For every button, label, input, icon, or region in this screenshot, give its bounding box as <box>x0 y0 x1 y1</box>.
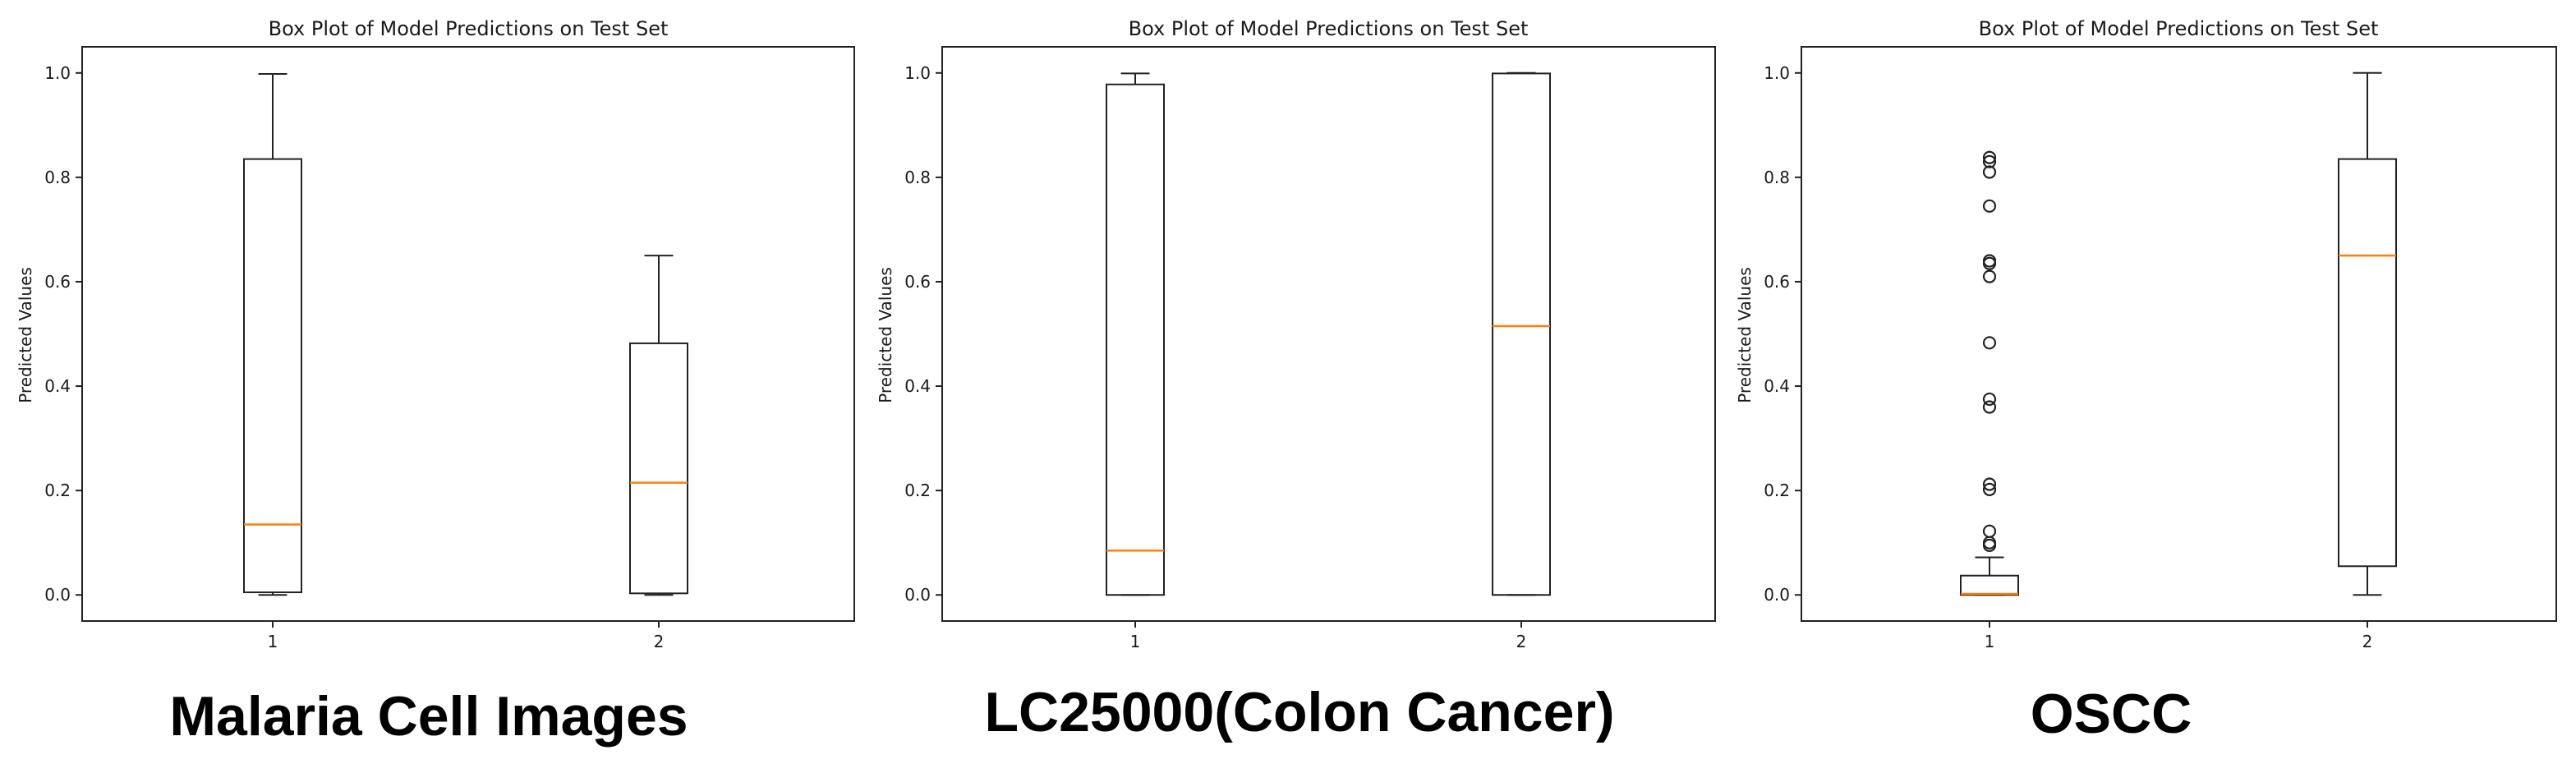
panel-malaria: Box Plot of Model Predictions on Test Se… <box>16 17 855 748</box>
panel-oscc: Box Plot of Model Predictions on Test Se… <box>1735 17 2557 745</box>
outlier-point <box>1982 199 1997 213</box>
y-tick-label: 1.0 <box>44 63 71 83</box>
outlier-point <box>1982 538 1997 552</box>
y-axis-label: Predicted Values <box>16 267 35 403</box>
y-tick-label: 0.6 <box>1764 272 1790 292</box>
y-tick-label: 0.2 <box>904 481 931 500</box>
y-tick-label: 0.6 <box>904 272 931 292</box>
outlier-point <box>1982 336 1997 350</box>
box-body <box>1492 72 1551 596</box>
panel-title: Box Plot of Model Predictions on Test Se… <box>269 17 669 40</box>
x-tick-label: 2 <box>2362 632 2373 651</box>
y-tick-label: 0.2 <box>44 481 71 500</box>
outlier-point <box>1982 154 1997 168</box>
y-tick-label: 0.4 <box>904 376 931 396</box>
plot-frame <box>81 46 855 622</box>
y-tick-label: 0.8 <box>44 168 71 187</box>
x-tick-label: 2 <box>1516 632 1527 651</box>
y-tick-label: 1.0 <box>904 63 931 83</box>
box-1 <box>1106 72 1165 596</box>
outlier-point <box>1982 165 1997 179</box>
panel-title: Box Plot of Model Predictions on Test Se… <box>1979 17 2379 40</box>
plot-frame <box>941 46 1716 622</box>
y-tick-label: 0.0 <box>1764 585 1790 605</box>
box-2 <box>629 255 688 596</box>
panel-caption: OSCC <box>2031 683 2192 745</box>
box-body <box>1106 83 1165 596</box>
y-tick-label: 0.4 <box>1764 376 1790 396</box>
y-axis-label: Predicted Values <box>1735 267 1755 403</box>
box-body <box>629 342 688 595</box>
panel-caption: LC25000(Colon Cancer) <box>984 681 1614 743</box>
y-tick-label: 0.0 <box>44 585 71 605</box>
outlier-point <box>1982 256 1997 270</box>
y-tick-label: 0.6 <box>44 272 71 292</box>
x-tick-label: 2 <box>654 632 665 651</box>
panel-caption: Malaria Cell Images <box>169 685 688 748</box>
y-tick-label: 1.0 <box>1764 63 1790 83</box>
box-1 <box>243 73 302 596</box>
outlier-point <box>1982 482 1997 496</box>
y-tick-label: 0.0 <box>904 585 931 605</box>
y-tick-label: 0.8 <box>1764 168 1790 187</box>
box-1 <box>1960 150 2019 596</box>
plot-frame <box>1801 46 2557 622</box>
box-body <box>1960 574 2019 596</box>
outlier-point <box>1982 150 1997 164</box>
box-body <box>2338 158 2397 568</box>
box-body <box>243 158 302 594</box>
outlier-point <box>1982 524 1997 538</box>
y-axis-label: Predicted Values <box>876 267 895 403</box>
outlier-point <box>1982 392 1997 407</box>
x-tick-label: 1 <box>1130 632 1141 651</box>
outlier-point <box>1982 269 1997 283</box>
x-tick-label: 1 <box>268 632 278 651</box>
y-tick-label: 0.8 <box>904 168 931 187</box>
box-2 <box>2338 71 2397 596</box>
outlier-point <box>1982 400 1997 414</box>
outlier-point <box>1982 477 1997 491</box>
panel-lc25000: Box Plot of Model Predictions on Test Se… <box>876 17 1716 743</box>
y-tick-label: 0.4 <box>44 376 71 396</box>
panel-title: Box Plot of Model Predictions on Test Se… <box>1129 17 1529 40</box>
box-2 <box>1492 71 1551 596</box>
y-tick-label: 0.2 <box>1764 481 1790 500</box>
x-tick-label: 1 <box>1985 632 1995 651</box>
